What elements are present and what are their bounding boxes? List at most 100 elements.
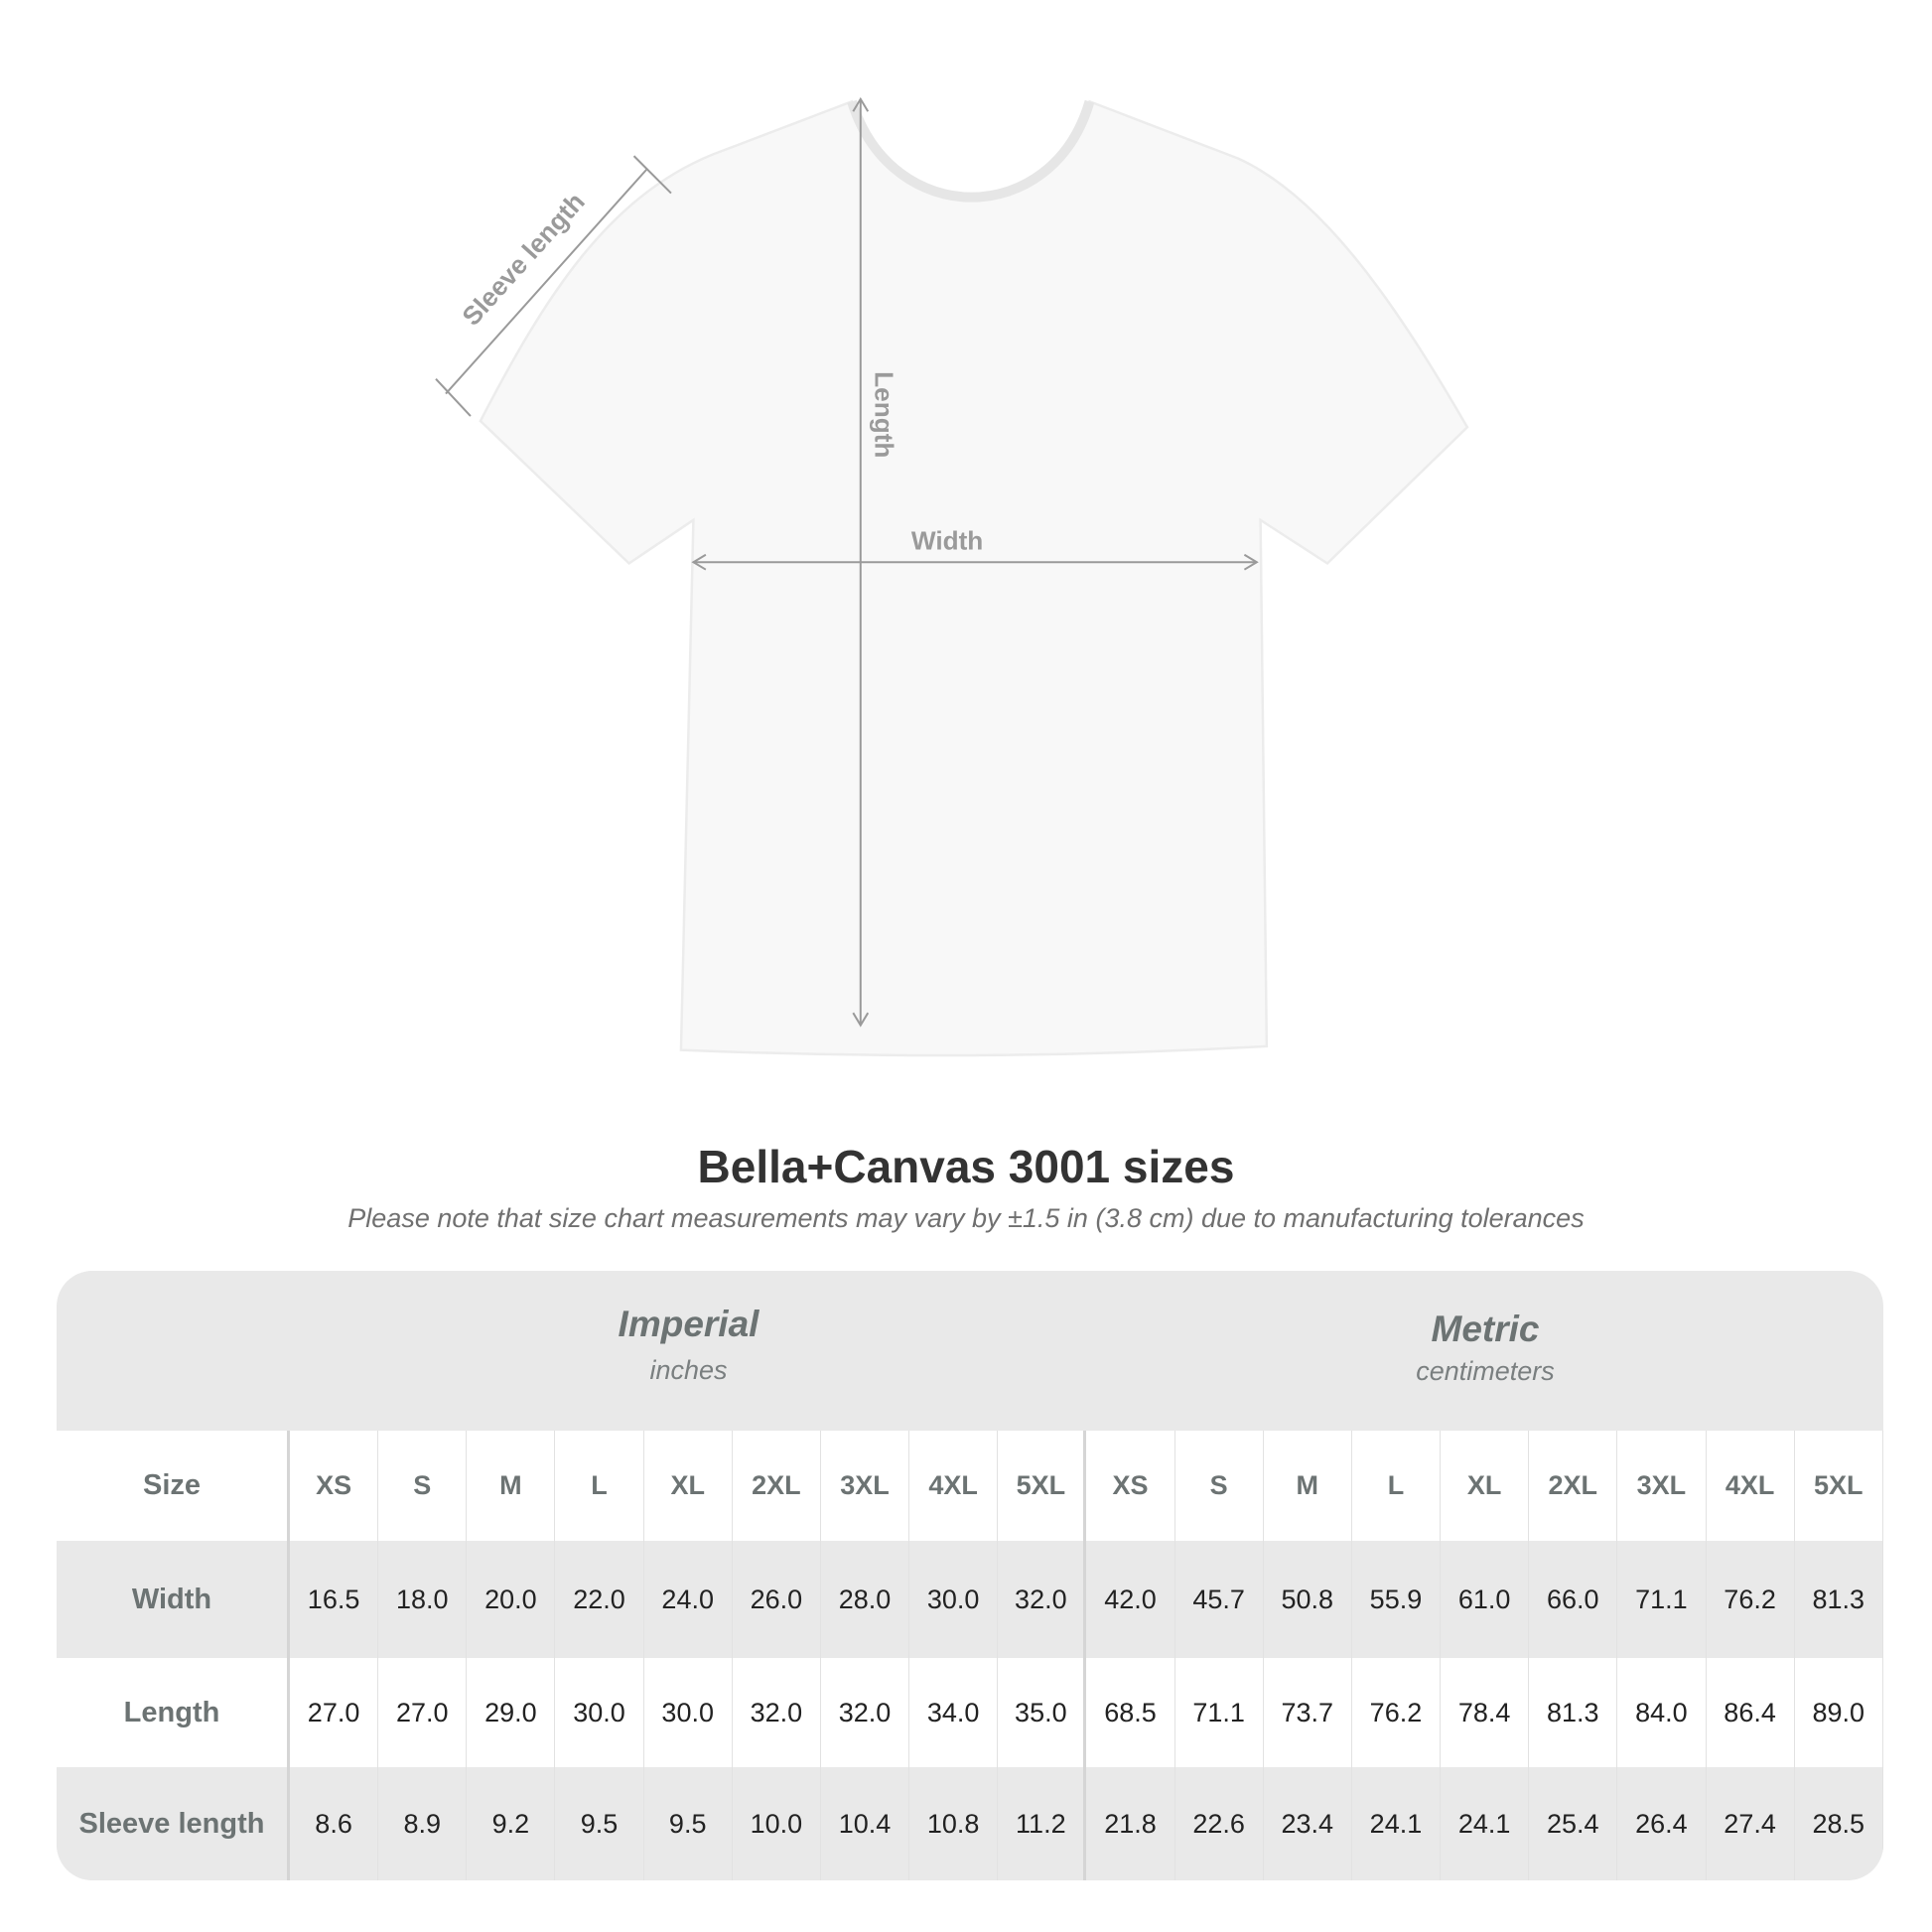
width-label: Width bbox=[911, 526, 983, 556]
table-cell: 25.4 bbox=[1529, 1767, 1618, 1880]
table-cell: 81.3 bbox=[1529, 1658, 1618, 1767]
sleeve-tick-bottom bbox=[435, 377, 472, 417]
table-cell: 29.0 bbox=[467, 1658, 556, 1767]
table-cell: 26.0 bbox=[733, 1541, 821, 1658]
row-label: Width bbox=[57, 1541, 290, 1658]
table-cell: 89.0 bbox=[1795, 1658, 1883, 1767]
table-cell: 27.0 bbox=[378, 1658, 468, 1767]
tolerance-note: Please note that size chart measurements… bbox=[347, 1203, 1585, 1233]
table-cell: 4XL bbox=[909, 1431, 999, 1541]
tshirt-illustration bbox=[479, 99, 1469, 1057]
table-cell: 55.9 bbox=[1352, 1541, 1442, 1658]
table-cell: 22.6 bbox=[1175, 1767, 1264, 1880]
imperial-unit: inches bbox=[649, 1355, 728, 1385]
table-cell: L bbox=[1352, 1431, 1442, 1541]
table-cell: 11.2 bbox=[998, 1767, 1087, 1880]
metric-unit: centimeters bbox=[1416, 1356, 1555, 1386]
size-table: Imperial inches Metric centimeters Size X… bbox=[57, 1271, 1883, 1880]
table-cell: 3XL bbox=[821, 1431, 910, 1541]
table-cell: XS bbox=[290, 1431, 379, 1541]
table-cell: 10.8 bbox=[909, 1767, 999, 1880]
table-cell: 24.1 bbox=[1441, 1767, 1530, 1880]
table-cell: M bbox=[1264, 1431, 1352, 1541]
table-cell: 20.0 bbox=[467, 1541, 556, 1658]
table-cell: 71.1 bbox=[1175, 1658, 1264, 1767]
imperial-header: Imperial inches bbox=[290, 1271, 1087, 1431]
page-title: Bella+Canvas 3001 sizes bbox=[697, 1141, 1235, 1192]
table-cell: 28.5 bbox=[1795, 1767, 1883, 1880]
table-cell: 32.0 bbox=[733, 1658, 821, 1767]
table-cell: 5XL bbox=[998, 1431, 1087, 1541]
table-cell: 8.6 bbox=[290, 1767, 379, 1880]
length-label: Length bbox=[870, 371, 899, 458]
table-cell: 61.0 bbox=[1441, 1541, 1530, 1658]
table-cell: 10.0 bbox=[733, 1767, 821, 1880]
sleeve-tick-top bbox=[632, 155, 672, 195]
table-cell: 8.9 bbox=[378, 1767, 468, 1880]
table-cell: 27.0 bbox=[290, 1658, 379, 1767]
table-cell: 9.5 bbox=[555, 1767, 644, 1880]
table-cell: 78.4 bbox=[1441, 1658, 1530, 1767]
metric-title: Metric bbox=[1431, 1309, 1540, 1349]
table-cell: 76.2 bbox=[1352, 1658, 1442, 1767]
table-cell: 21.8 bbox=[1086, 1767, 1175, 1880]
table-cell: 42.0 bbox=[1086, 1541, 1175, 1658]
table-cell: 24.1 bbox=[1352, 1767, 1442, 1880]
table-cell: 84.0 bbox=[1617, 1658, 1707, 1767]
metric-header: Metric centimeters bbox=[1087, 1271, 1883, 1431]
length-arrow-top bbox=[852, 96, 870, 112]
table-cell: XL bbox=[1441, 1431, 1530, 1541]
table-cell: 16.5 bbox=[290, 1541, 379, 1658]
table-cell: 32.0 bbox=[821, 1658, 910, 1767]
table-cell: M bbox=[467, 1431, 556, 1541]
width-arrow-right bbox=[1243, 553, 1259, 571]
table-cell: 30.0 bbox=[644, 1658, 733, 1767]
table-cell: 9.5 bbox=[644, 1767, 733, 1880]
size-header-row: Size XS S M L XL 2XL 3XL 4XL 5XL XS S M L XL 2XL 3XL 4XL 5… bbox=[57, 1431, 1883, 1541]
row-label: Length bbox=[57, 1658, 290, 1767]
table-cell: 4XL bbox=[1707, 1431, 1795, 1541]
row-label: Sleeve length bbox=[57, 1767, 290, 1880]
table-cell: 26.4 bbox=[1617, 1767, 1707, 1880]
table-cell: 73.7 bbox=[1264, 1658, 1352, 1767]
table-cell: 5XL bbox=[1795, 1431, 1883, 1541]
table-cell: 71.1 bbox=[1617, 1541, 1707, 1658]
row-label: Size bbox=[57, 1431, 290, 1541]
table-cell: 50.8 bbox=[1264, 1541, 1352, 1658]
table-cell: 86.4 bbox=[1707, 1658, 1795, 1767]
table-cell: 45.7 bbox=[1175, 1541, 1264, 1658]
table-row: Width 16.5 18.0 20.0 22.0 24.0 26.0 28.0 30.0 32.… bbox=[57, 1541, 1883, 1658]
width-arrow-left bbox=[691, 553, 707, 571]
table-cell: 24.0 bbox=[644, 1541, 733, 1658]
table-cell: 30.0 bbox=[555, 1658, 644, 1767]
table-cell: 66.0 bbox=[1529, 1541, 1618, 1658]
tshirt-collar bbox=[847, 99, 1095, 203]
table-cell: 32.0 bbox=[998, 1541, 1087, 1658]
table-cell: 22.0 bbox=[555, 1541, 644, 1658]
table-cell: 2XL bbox=[1529, 1431, 1618, 1541]
table-cell: 9.2 bbox=[467, 1767, 556, 1880]
table-row: Sleeve length 8.6 8.9 9.2 9.5 9.5 10.0 10.4 10.8… bbox=[57, 1767, 1883, 1880]
table-cell: 3XL bbox=[1617, 1431, 1707, 1541]
table-cell: 76.2 bbox=[1707, 1541, 1795, 1658]
table-cell: S bbox=[378, 1431, 468, 1541]
tshirt-diagram: Sleeve length Length Width bbox=[435, 96, 1469, 1057]
table-cell: 27.4 bbox=[1707, 1767, 1795, 1880]
table-cell: 28.0 bbox=[821, 1541, 910, 1658]
table-cell: 10.4 bbox=[821, 1767, 910, 1880]
table-cell: 68.5 bbox=[1086, 1658, 1175, 1767]
table-cell: 23.4 bbox=[1264, 1767, 1352, 1880]
sleeve-measure-line bbox=[445, 167, 649, 395]
table-row: Length 27.0 27.0 29.0 30.0 30.0 32.0 32.0 34.0 35… bbox=[57, 1658, 1883, 1767]
length-arrow-bottom bbox=[852, 1012, 870, 1028]
table-cell: L bbox=[555, 1431, 644, 1541]
table-cell: S bbox=[1175, 1431, 1264, 1541]
table-cell: XL bbox=[644, 1431, 733, 1541]
table-cell: 34.0 bbox=[909, 1658, 999, 1767]
table-cell: XS bbox=[1086, 1431, 1175, 1541]
table-cell: 35.0 bbox=[998, 1658, 1087, 1767]
table-cell: 18.0 bbox=[378, 1541, 468, 1658]
imperial-title: Imperial bbox=[618, 1304, 759, 1344]
table-cell: 81.3 bbox=[1795, 1541, 1883, 1658]
table-cell: 2XL bbox=[733, 1431, 821, 1541]
